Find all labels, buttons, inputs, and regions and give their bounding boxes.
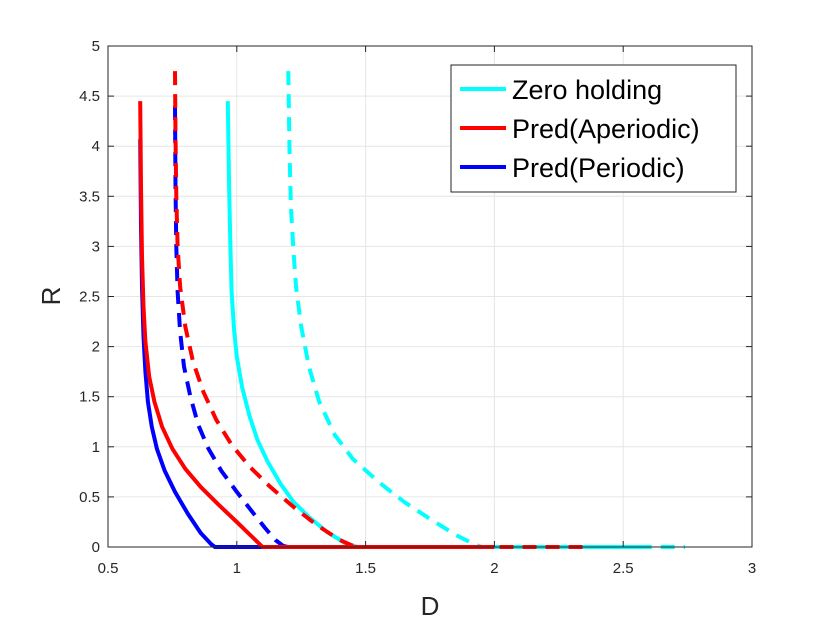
y-tick-label: 3.5 [79, 188, 100, 205]
x-tick-label: 2.5 [613, 560, 634, 577]
ticks [107, 45, 753, 548]
legend: Zero holding Pred(Aperiodic) Pred(Periodic… [450, 64, 737, 193]
y-tick-label: 1.5 [79, 389, 100, 406]
y-axis-label: R [36, 287, 66, 306]
x-tick-label: 1.5 [355, 560, 376, 577]
grid [108, 46, 752, 547]
series-line-5 [173, 106, 302, 549]
tick-labels: 0.5 1 1.5 2 2.5 3 0 0.5 1 1.5 2 2.5 3 3.5 4 4.5 5 [79, 38, 756, 577]
y-tick-label: 2.5 [79, 289, 100, 306]
legend-label-1: Pred(Aperiodic) [512, 114, 700, 144]
y-tick-label: 1 [92, 439, 100, 456]
y-tick-label: 2 [92, 339, 100, 356]
y-tick-label: 3 [92, 238, 100, 255]
y-tick-label: 4.5 [79, 88, 100, 105]
x-axis-label: D [421, 591, 440, 621]
y-tick-label: 5 [92, 38, 100, 55]
legend-label-2: Pred(Periodic) [512, 153, 685, 183]
y-tick-label: 0 [92, 539, 100, 556]
x-tick-label: 2 [490, 560, 498, 577]
x-tick-label: 3 [748, 560, 756, 577]
x-tick-label: 0.5 [98, 560, 119, 577]
legend-label-0: Zero holding [512, 75, 662, 105]
x-tick-label: 1 [233, 560, 241, 577]
y-tick-label: 4 [92, 138, 100, 155]
y-tick-label: 0.5 [79, 489, 100, 506]
